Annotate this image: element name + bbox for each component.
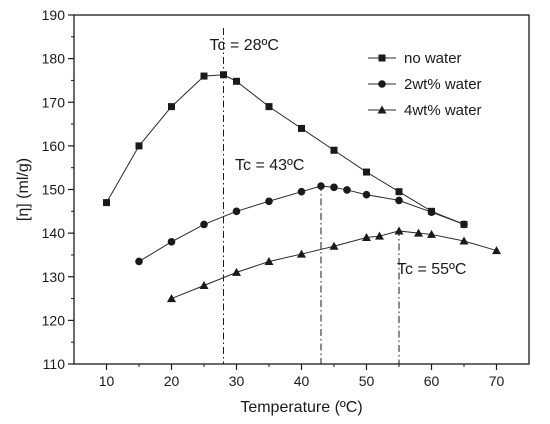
data-point xyxy=(167,238,176,246)
data-point xyxy=(330,146,338,154)
y-tick-label: 110 xyxy=(43,356,66,372)
series-line-no-water xyxy=(106,74,465,225)
x-tick-label: 70 xyxy=(489,373,505,389)
data-point xyxy=(220,71,227,79)
legend-item-4wt-water: 4wt% water xyxy=(368,102,482,119)
data-point xyxy=(427,229,436,238)
data-point xyxy=(414,228,423,237)
data-point xyxy=(232,207,241,216)
annotation-tc-28: Tc = 28ºC xyxy=(210,37,279,54)
data-point xyxy=(375,231,384,240)
annotation-tc-55: Tc = 55ºC xyxy=(397,261,466,278)
legend-label-no-water: no water xyxy=(404,50,462,67)
x-tick-label: 20 xyxy=(164,373,180,389)
series-layer xyxy=(103,71,501,303)
x-tick-label: 40 xyxy=(294,373,310,389)
data-point xyxy=(232,267,241,276)
data-point xyxy=(297,187,306,196)
x-tick-label: 10 xyxy=(99,373,115,389)
data-point xyxy=(395,196,403,205)
y-tick-label: 150 xyxy=(42,182,66,198)
legend-label-2wt-water: 2wt% water xyxy=(404,76,482,93)
data-point xyxy=(265,197,273,206)
data-point xyxy=(330,183,338,192)
data-point xyxy=(265,103,273,111)
x-axis-title: Temperature (ºC) xyxy=(240,399,362,416)
y-tick-label: 170 xyxy=(42,94,66,110)
x-tick-label: 30 xyxy=(229,373,245,389)
legend-item-2wt-water: 2wt% water xyxy=(368,76,482,93)
data-point xyxy=(329,241,339,250)
series-4wt-water xyxy=(167,226,501,303)
annotation-tc-43: Tc = 43ºC xyxy=(235,157,304,174)
data-point xyxy=(103,199,110,207)
data-point xyxy=(135,257,143,266)
data-point xyxy=(362,232,371,241)
legend-marker xyxy=(378,80,386,88)
legend: no water 2wt% water 4wt% water xyxy=(368,50,482,119)
data-point xyxy=(168,103,175,111)
data-point xyxy=(297,249,306,258)
y-tick-label: 120 xyxy=(42,312,66,328)
data-point xyxy=(135,142,143,150)
data-point xyxy=(459,236,469,245)
series-2wt-water xyxy=(135,182,468,266)
legend-marker xyxy=(378,54,386,62)
data-point xyxy=(343,186,351,194)
y-tick-label: 160 xyxy=(42,138,66,154)
data-point xyxy=(298,124,305,132)
data-point xyxy=(394,226,404,235)
data-point xyxy=(317,182,325,190)
data-point xyxy=(460,220,468,229)
critical-temperature-lines xyxy=(223,28,400,364)
y-tick-label: 180 xyxy=(42,51,66,67)
legend-marker xyxy=(377,105,387,114)
data-point xyxy=(200,72,208,80)
data-point xyxy=(427,208,436,216)
data-point xyxy=(362,190,371,199)
plot-frame xyxy=(73,14,530,365)
y-tick-label: 130 xyxy=(42,269,66,285)
data-point xyxy=(233,77,240,85)
y-tick-label: 140 xyxy=(42,225,66,241)
data-point xyxy=(363,168,370,176)
data-point xyxy=(492,246,501,255)
series-no-water xyxy=(103,71,468,228)
data-point xyxy=(167,294,176,303)
legend-item-no-water: no water xyxy=(368,50,462,67)
x-tick-label: 50 xyxy=(359,373,375,389)
data-point xyxy=(264,256,274,265)
legend-label-4wt-water: 4wt% water xyxy=(404,102,482,119)
data-point xyxy=(199,280,209,289)
y-axis-title: [η] (ml/g) xyxy=(15,158,32,221)
data-point xyxy=(200,220,208,229)
x-tick-label: 60 xyxy=(424,373,440,389)
data-point xyxy=(395,188,403,196)
y-tick-label: 190 xyxy=(42,7,66,23)
